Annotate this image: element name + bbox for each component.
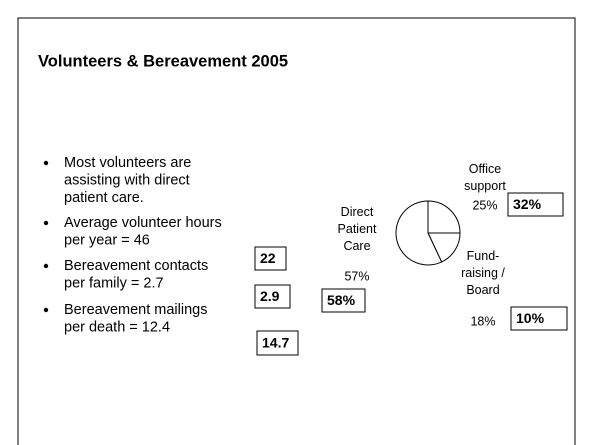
label-line: raising / <box>461 266 505 280</box>
label-line: support <box>464 179 506 193</box>
bullet-text: Most volunteers are <box>64 155 191 171</box>
value-box-text: 14.7 <box>262 335 289 351</box>
label-line: Care <box>343 239 370 253</box>
value-box <box>321 288 366 313</box>
bullet-text: per family = 2.7 <box>64 275 164 291</box>
label-line: Patient <box>338 222 377 236</box>
label-line: Office <box>469 162 501 176</box>
label-line: Direct <box>341 205 374 219</box>
value-box <box>507 192 564 217</box>
slide-title: Volunteers & Bereavement 2005 <box>38 52 288 70</box>
pie-slice <box>427 200 461 234</box>
pie-value-label: 25% <box>472 198 497 212</box>
pie-value-label: 57% <box>344 269 369 283</box>
bullet-dot <box>43 220 49 226</box>
bullet-text: per year = 46 <box>64 232 150 248</box>
bullet-text: assisting with direct <box>64 172 190 188</box>
value-box-text: 58% <box>327 292 356 308</box>
bullet-dot <box>43 263 49 269</box>
value-box <box>254 246 287 271</box>
label-line: Board <box>466 283 499 297</box>
bullet-dot <box>43 160 49 166</box>
pie-slice <box>395 200 443 266</box>
bullet-text: Bereavement contacts <box>64 258 208 274</box>
value-box <box>256 330 299 356</box>
bullet-text: Bereavement mailings <box>64 302 207 318</box>
value-box-text: 32% <box>513 196 542 212</box>
pie-label: Fund-raising / Board <box>461 249 505 297</box>
bullet-text: patient care. <box>64 190 144 206</box>
bullet-dot <box>43 307 49 313</box>
value-box-text: 22 <box>260 250 276 266</box>
pie-value-label: 18% <box>470 314 495 328</box>
bullet-text: per death = 12.4 <box>64 319 170 335</box>
label-line: Fund- <box>467 249 500 263</box>
value-box <box>254 284 291 309</box>
value-box-text: 2.9 <box>260 288 280 304</box>
bullet-text: Average volunteer hours <box>64 215 222 231</box>
value-box <box>510 306 568 331</box>
pie-label: Direct Patient Care <box>338 205 377 253</box>
slide-border <box>17 17 576 445</box>
value-box-text: 10% <box>516 310 545 326</box>
pie-label: Office support <box>464 162 506 193</box>
